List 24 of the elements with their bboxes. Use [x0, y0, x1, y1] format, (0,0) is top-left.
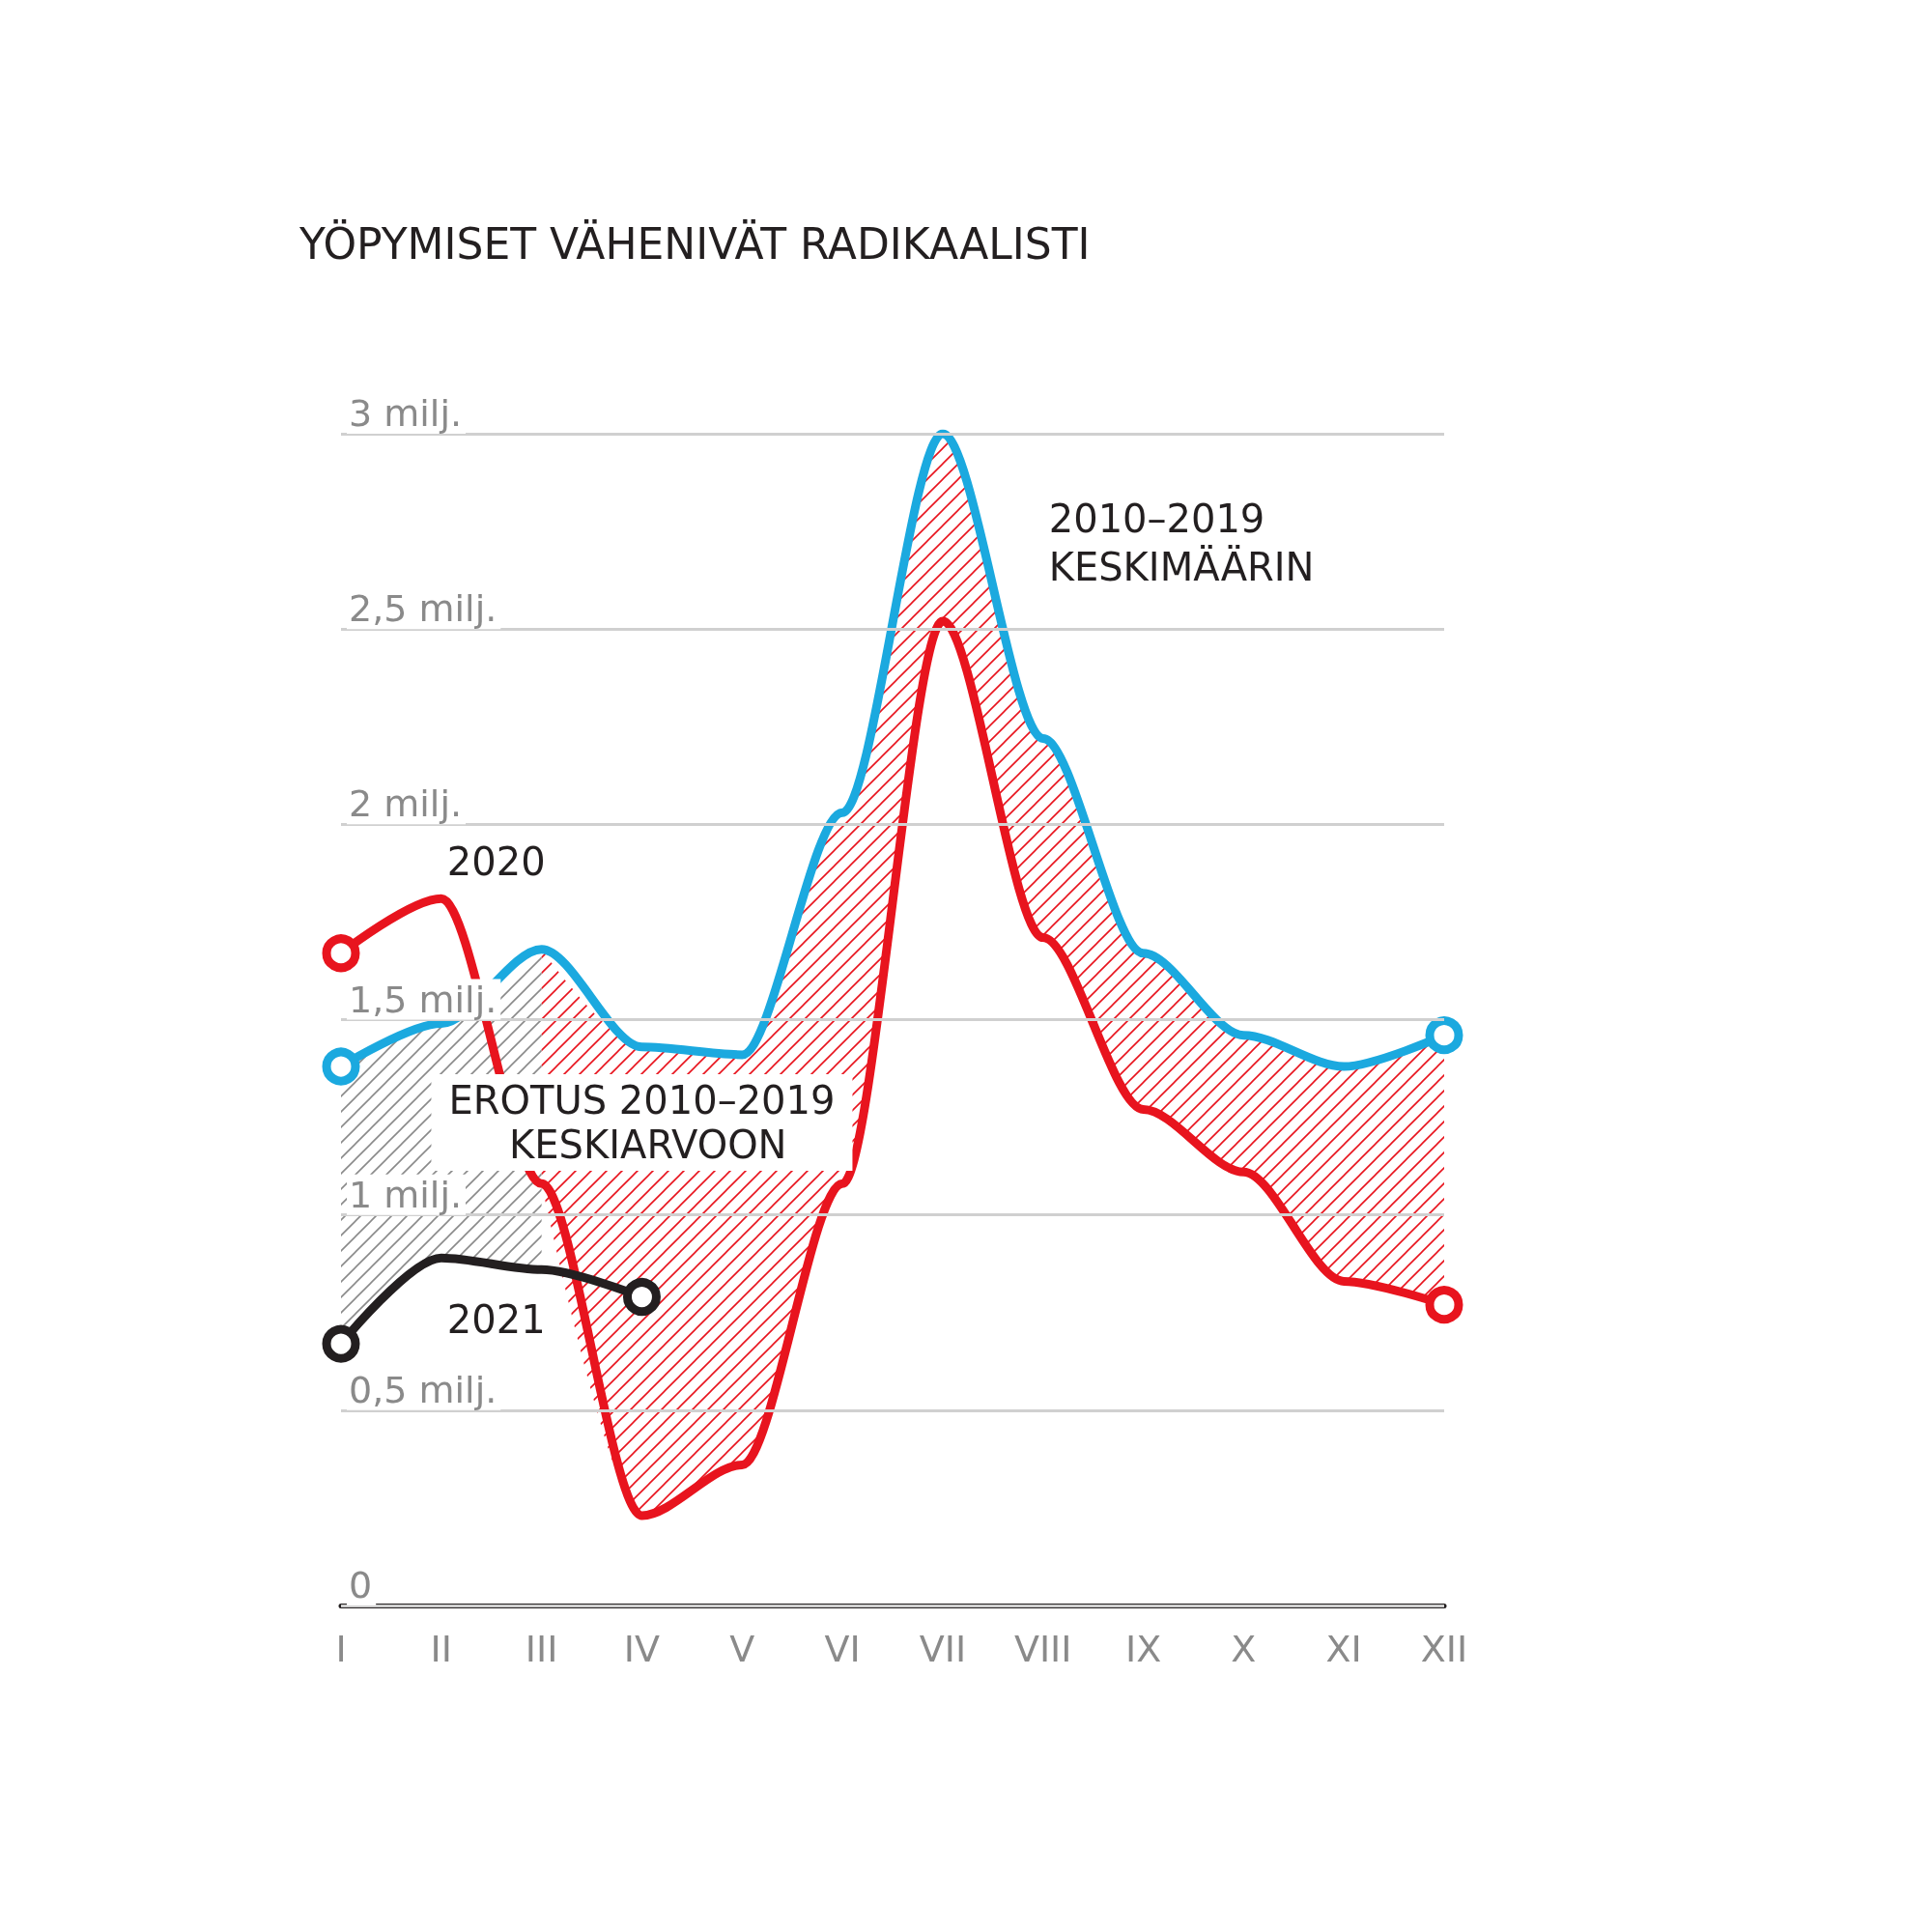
- y-tick-label: 1 milj.: [349, 1173, 463, 1216]
- x-tick-label: III: [525, 1628, 558, 1670]
- x-tick-label: V: [729, 1628, 755, 1670]
- series-label: 2021: [446, 1296, 546, 1342]
- x-tick-label: VI: [824, 1628, 861, 1670]
- x-tick-label: IX: [1124, 1628, 1162, 1670]
- y-tick-label: 1,5 milj.: [349, 978, 497, 1021]
- y-tick-label: 3 milj.: [349, 392, 463, 435]
- series-label: 2010–2019 KESKIMÄÄRIN: [1048, 496, 1315, 589]
- series-label: 2020: [446, 839, 546, 885]
- x-tick-label: IV: [623, 1628, 661, 1670]
- y-tick-label: 0,5 milj.: [349, 1368, 497, 1411]
- chart-title: YÖPYMISET VÄHENIVÄT RADIKAALISTI: [298, 218, 1091, 269]
- y-tick-label: 2 milj.: [349, 782, 463, 826]
- x-tick-label: VIII: [1013, 1628, 1072, 1670]
- x-tick-label: X: [1231, 1628, 1257, 1670]
- y-tick-label: 0: [349, 1564, 373, 1606]
- x-tick-label: II: [430, 1628, 453, 1670]
- x-tick-label: I: [335, 1628, 347, 1670]
- x-tick-label: XII: [1420, 1628, 1468, 1670]
- x-tick-label: XI: [1325, 1628, 1362, 1670]
- x-tick-label: VII: [919, 1628, 967, 1670]
- annotation: EROTUS 2010–2019 KESKIARVOON: [448, 1078, 836, 1168]
- y-tick-label: 2,5 milj.: [349, 587, 497, 631]
